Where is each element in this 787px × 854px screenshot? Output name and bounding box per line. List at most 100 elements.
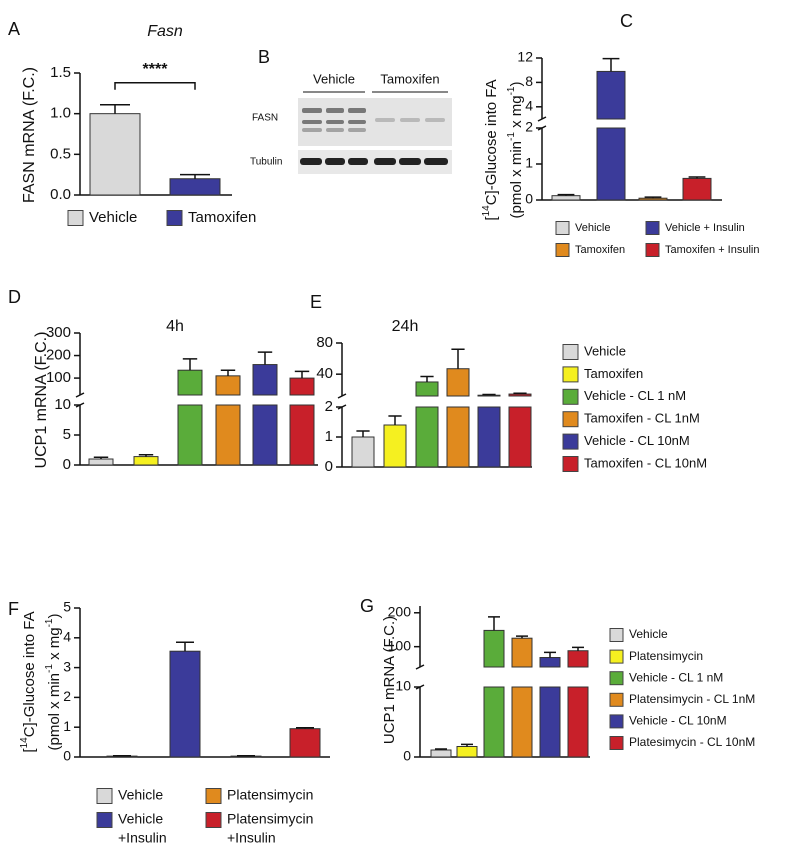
y-tick-label: 0 xyxy=(325,458,333,475)
axis-break xyxy=(415,664,425,670)
axis-break xyxy=(75,392,85,398)
legend-label: Tamoxifen xyxy=(188,209,256,226)
bar xyxy=(252,364,278,396)
y-axis-label-part: x mg xyxy=(508,95,525,132)
error-bar xyxy=(257,351,273,365)
error-bar xyxy=(602,57,620,72)
y-tick-label: 1 xyxy=(525,155,533,171)
legend-swatch xyxy=(645,243,660,257)
blot-group-label: Vehicle xyxy=(313,71,355,86)
legend-label: Vehicle - CL 1 nM xyxy=(629,670,723,684)
error-bar xyxy=(461,743,473,747)
y-tick-label: 1 xyxy=(63,718,71,734)
error-bar xyxy=(688,176,706,179)
legend-label: +Insulin xyxy=(227,830,276,846)
bar xyxy=(567,686,589,758)
y-axis-label: [14C]-Glucose into FA xyxy=(19,611,38,752)
legend-label: Vehicle xyxy=(629,627,668,641)
y-tick-label: 10 xyxy=(54,396,71,413)
legend-swatch xyxy=(609,628,624,642)
y-axis-label: UCP1 mRNA (F.C.) xyxy=(381,616,398,744)
legend-swatch xyxy=(609,714,624,729)
blot-band-label: Tubulin xyxy=(250,157,282,168)
blot-bands xyxy=(300,158,448,165)
bar xyxy=(511,686,533,758)
panel-letter: D xyxy=(8,287,21,307)
error-bar xyxy=(182,358,198,371)
bar xyxy=(567,650,589,668)
legend-label: Tamoxifen - CL 10nM xyxy=(584,455,707,470)
y-axis-label-part: [ xyxy=(21,748,38,753)
panel-letter: A xyxy=(8,19,20,39)
y-axis-label-part: ) xyxy=(508,81,525,86)
y-tick-label: 200 xyxy=(388,603,412,619)
error-bar xyxy=(296,727,314,729)
error-bar xyxy=(420,375,434,382)
legend-label: Vehicle xyxy=(118,787,163,803)
legend-swatch xyxy=(562,411,579,428)
bar xyxy=(456,746,478,758)
error-bar xyxy=(294,370,310,379)
y-tick-label: 0 xyxy=(63,456,71,473)
legend-swatch xyxy=(562,366,579,383)
legend-swatch xyxy=(205,812,222,828)
bar xyxy=(483,686,505,758)
legend-label: +Insulin xyxy=(118,830,167,846)
y-axis-label: (pmol x min-1 x mg-1) xyxy=(44,613,63,750)
legend-label: Vehicle + Insulin xyxy=(665,222,745,234)
bar xyxy=(596,70,626,120)
y-axis-label-part: 14 xyxy=(481,205,492,217)
significance-label: **** xyxy=(143,61,169,78)
y-axis-label-part: -1 xyxy=(44,664,55,673)
legend-label: Platensimycin xyxy=(227,811,313,827)
legend-label: Vehicle - CL 1 nM xyxy=(584,388,686,403)
legend-swatch xyxy=(555,243,570,257)
y-axis-label-part: UCP1 mRNA (F.C.) xyxy=(33,332,50,469)
bar xyxy=(446,368,470,397)
legend-swatch xyxy=(205,788,222,804)
panel-letter: E xyxy=(310,292,322,312)
y-tick-label: 0 xyxy=(63,748,71,764)
bar xyxy=(596,127,626,201)
legend-label: Tamoxifen - CL 1nM xyxy=(584,411,700,426)
bar xyxy=(177,369,203,396)
y-axis-label-part: x mg xyxy=(46,627,63,664)
y-axis-label-part: -1 xyxy=(506,86,517,95)
bar xyxy=(483,629,505,668)
legend-swatch xyxy=(96,788,113,804)
error-bar xyxy=(138,454,154,457)
y-axis-label-part: (pmol x min xyxy=(508,141,525,219)
legend-swatch xyxy=(67,210,84,226)
bar xyxy=(539,657,561,668)
bar xyxy=(415,381,439,397)
legend-label: Vehicle xyxy=(575,222,610,234)
bar xyxy=(551,195,581,201)
error-bar xyxy=(482,393,496,396)
legend-swatch xyxy=(609,671,624,686)
axis-break xyxy=(537,116,547,122)
panel-letter: C xyxy=(620,11,633,31)
bar xyxy=(88,458,114,466)
y-axis-label-part: -1 xyxy=(506,132,517,141)
y-tick-label: 4 xyxy=(525,98,533,114)
error-bar xyxy=(180,173,210,179)
panel-letter: B xyxy=(258,47,270,67)
y-tick-label: 3 xyxy=(63,658,71,674)
bar xyxy=(477,406,501,468)
bar xyxy=(169,178,221,196)
legend-swatch xyxy=(562,388,579,405)
legend-swatch xyxy=(562,456,579,472)
y-axis-label: FASN mRNA (F.C.) xyxy=(21,67,38,203)
y-tick-label: 2 xyxy=(63,688,71,704)
legend-swatch xyxy=(609,736,624,750)
legend-swatch xyxy=(96,812,113,828)
error-bar xyxy=(388,415,402,425)
bar xyxy=(215,404,241,466)
y-tick-label: 12 xyxy=(517,49,533,65)
y-axis-label-part: UCP1 mRNA (F.C.) xyxy=(381,616,398,744)
western-blot: B Vehicle Tamoxifen FASN Tubulin xyxy=(250,47,452,174)
y-tick-label: 1 xyxy=(325,428,333,445)
axis-break xyxy=(337,393,347,399)
legend-label: Vehicle xyxy=(584,343,626,358)
